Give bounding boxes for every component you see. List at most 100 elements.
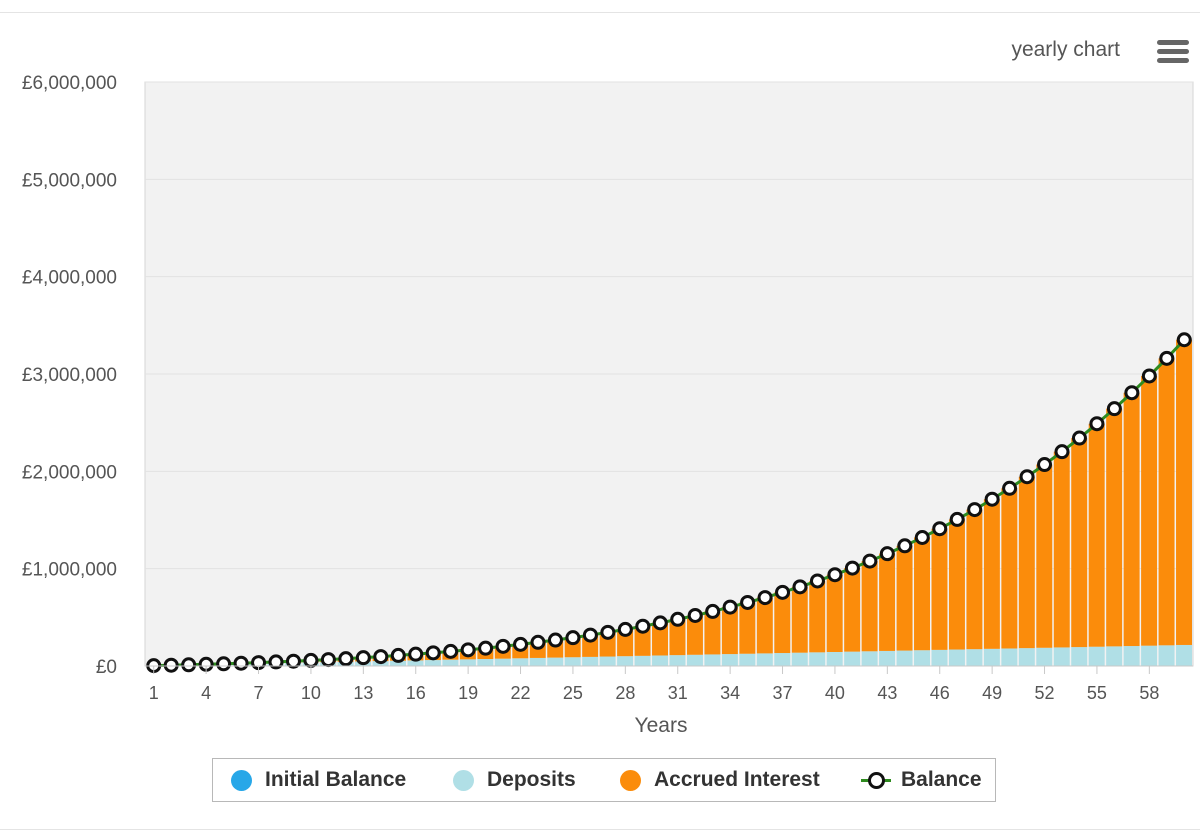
balance-point [390, 647, 406, 663]
x-tick-label: 22 [511, 683, 531, 703]
bar-deposits [704, 654, 721, 666]
balance-point [862, 553, 878, 569]
balance-point [757, 590, 773, 606]
balance-point [844, 560, 860, 576]
x-tick-label: 16 [406, 683, 426, 703]
balance-point [722, 599, 738, 615]
hamburger-menu-icon[interactable] [1157, 37, 1189, 65]
x-tick-label: 25 [563, 683, 583, 703]
y-tick-label: £1,000,000 [22, 560, 117, 581]
bar-accrued-interest [686, 615, 703, 655]
balance-point [1106, 401, 1122, 417]
bottom-divider [0, 829, 1200, 830]
bar-accrued-interest [791, 586, 808, 653]
bar-deposits [652, 655, 668, 666]
balance-point [513, 636, 529, 652]
balance-point [809, 573, 825, 589]
bar-deposits [564, 657, 581, 666]
balance-point [547, 632, 563, 648]
bar-accrued-interest [948, 519, 965, 650]
balance-point [1159, 350, 1175, 366]
legend-marker-balance [861, 770, 891, 791]
bar-deposits [582, 656, 599, 666]
bar-deposits [914, 650, 930, 666]
bar-accrued-interest [1036, 464, 1053, 648]
x-tick-label: 58 [1139, 683, 1159, 703]
bar-deposits [931, 649, 948, 666]
bar-accrued-interest [1053, 451, 1070, 648]
balance-point [1071, 430, 1087, 446]
balance-point [617, 621, 633, 637]
bar-accrued-interest [826, 574, 843, 652]
balance-point [408, 646, 424, 662]
bar-deposits [442, 659, 459, 666]
balance-point [582, 627, 598, 643]
legend-item-deposits[interactable]: Deposits [453, 759, 576, 801]
balance-point [443, 643, 459, 659]
x-tick-label: 37 [773, 683, 793, 703]
y-tick-label: £4,000,000 [22, 268, 117, 289]
bar-deposits [494, 658, 511, 666]
x-tick-label: 28 [615, 683, 635, 703]
menu-bar [1157, 58, 1189, 63]
chart-mode-label[interactable]: yearly chart [1011, 38, 1120, 61]
bar-accrued-interest [774, 592, 791, 654]
y-tick-label: £0 [96, 657, 117, 678]
bar-accrued-interest [1001, 488, 1018, 649]
balance-point [949, 511, 965, 527]
balance-point [1124, 385, 1140, 401]
x-axis-title: Years [635, 714, 688, 737]
x-tick-label: 55 [1087, 683, 1107, 703]
balance-point [373, 649, 389, 665]
bar-accrued-interest [1141, 375, 1158, 646]
balance-point [914, 530, 930, 545]
balance-point [216, 656, 232, 672]
balance-point [495, 638, 511, 654]
bar-accrued-interest [617, 629, 634, 657]
bar-deposits [424, 660, 441, 666]
balance-point [1141, 368, 1157, 384]
bar-deposits [861, 651, 878, 666]
balance-point [652, 615, 668, 631]
y-tick-label: £3,000,000 [22, 365, 117, 386]
legend-label: Balance [901, 768, 982, 791]
x-tick-label: 43 [877, 683, 897, 703]
balance-point [740, 594, 756, 610]
legend-item-balance[interactable]: Balance [861, 759, 982, 801]
bar-accrued-interest [879, 553, 896, 651]
bar-deposits [1088, 646, 1105, 666]
balance-point [355, 650, 371, 666]
bar-accrued-interest [809, 580, 826, 653]
balance-point [163, 657, 179, 673]
balance-point [670, 611, 686, 627]
balance-point [792, 579, 808, 595]
bar-deposits [966, 649, 983, 666]
bar-deposits [1071, 647, 1088, 666]
balance-point [1002, 480, 1018, 496]
legend-item-initial-balance[interactable]: Initial Balance [231, 759, 406, 801]
legend-item-accrued-interest[interactable]: Accrued Interest [620, 759, 820, 801]
balance-point [705, 603, 721, 619]
bar-deposits [879, 650, 896, 666]
top-divider [0, 12, 1200, 13]
balance-point [635, 618, 651, 634]
bars-group [145, 339, 1192, 666]
bar-deposits [809, 652, 826, 666]
balance-point [565, 630, 581, 646]
bar-accrued-interest [896, 545, 913, 651]
bar-deposits [529, 657, 546, 666]
bar-accrued-interest [756, 597, 773, 654]
x-tick-label: 19 [458, 683, 478, 703]
balance-point [1037, 457, 1053, 473]
bar-accrued-interest [1088, 423, 1105, 647]
bar-accrued-interest [1123, 392, 1140, 647]
bar-deposits [1053, 647, 1070, 666]
bar-deposits [774, 653, 791, 666]
bar-deposits [1036, 647, 1053, 666]
bar-accrued-interest [1018, 476, 1035, 649]
bar-deposits [477, 658, 494, 666]
balance-point [285, 653, 301, 669]
bar-deposits [686, 654, 703, 666]
balance-point [1019, 469, 1035, 485]
grid-lines [145, 81, 1193, 570]
